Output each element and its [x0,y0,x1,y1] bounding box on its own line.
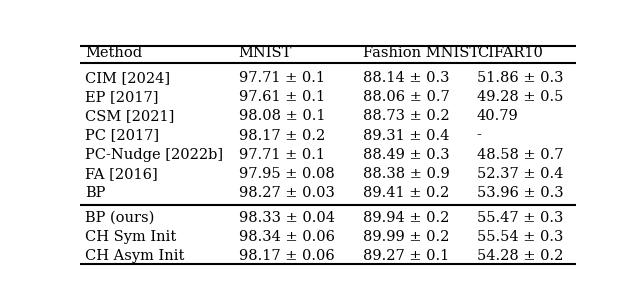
Text: EP [2017]: EP [2017] [85,90,159,104]
Text: 88.14 ± 0.3: 88.14 ± 0.3 [363,71,449,85]
Text: 89.41 ± 0.2: 89.41 ± 0.2 [363,186,449,200]
Text: CIFAR10: CIFAR10 [477,46,543,60]
Text: 88.38 ± 0.9: 88.38 ± 0.9 [363,167,449,181]
Text: 98.27 ± 0.03: 98.27 ± 0.03 [239,186,335,200]
Text: 98.17 ± 0.06: 98.17 ± 0.06 [239,249,335,263]
Text: 97.61 ± 0.1: 97.61 ± 0.1 [239,90,325,104]
Text: 88.49 ± 0.3: 88.49 ± 0.3 [363,148,449,162]
Text: 55.47 ± 0.3: 55.47 ± 0.3 [477,211,563,225]
Text: 89.99 ± 0.2: 89.99 ± 0.2 [363,230,449,244]
Text: PC-Nudge [2022b]: PC-Nudge [2022b] [85,148,223,162]
Text: 55.54 ± 0.3: 55.54 ± 0.3 [477,230,563,244]
Text: Fashion MNIST: Fashion MNIST [363,46,479,60]
Text: 98.17 ± 0.2: 98.17 ± 0.2 [239,129,325,143]
Text: 54.28 ± 0.2: 54.28 ± 0.2 [477,249,563,263]
Text: 88.06 ± 0.7: 88.06 ± 0.7 [363,90,449,104]
Text: FA [2016]: FA [2016] [85,167,157,181]
Text: Method: Method [85,46,142,60]
Text: 98.08 ± 0.1: 98.08 ± 0.1 [239,109,325,123]
Text: 98.33 ± 0.04: 98.33 ± 0.04 [239,211,335,225]
Text: 52.37 ± 0.4: 52.37 ± 0.4 [477,167,563,181]
Text: 48.58 ± 0.7: 48.58 ± 0.7 [477,148,563,162]
Text: 97.71 ± 0.1: 97.71 ± 0.1 [239,148,324,162]
Text: BP: BP [85,186,106,200]
Text: BP (ours): BP (ours) [85,211,154,225]
Text: -: - [477,129,482,143]
Text: 40.79: 40.79 [477,109,518,123]
Text: MNIST: MNIST [239,46,292,60]
Text: CH Sym Init: CH Sym Init [85,230,176,244]
Text: 89.94 ± 0.2: 89.94 ± 0.2 [363,211,449,225]
Text: CSM [2021]: CSM [2021] [85,109,174,123]
Text: 51.86 ± 0.3: 51.86 ± 0.3 [477,71,563,85]
Text: 98.34 ± 0.06: 98.34 ± 0.06 [239,230,335,244]
Text: 88.73 ± 0.2: 88.73 ± 0.2 [363,109,449,123]
Text: 97.95 ± 0.08: 97.95 ± 0.08 [239,167,335,181]
Text: 49.28 ± 0.5: 49.28 ± 0.5 [477,90,563,104]
Text: 89.31 ± 0.4: 89.31 ± 0.4 [363,129,449,143]
Text: 53.96 ± 0.3: 53.96 ± 0.3 [477,186,563,200]
Text: 97.71 ± 0.1: 97.71 ± 0.1 [239,71,324,85]
Text: CH Asym Init: CH Asym Init [85,249,184,263]
Text: 89.27 ± 0.1: 89.27 ± 0.1 [363,249,449,263]
Text: PC [2017]: PC [2017] [85,129,159,143]
Text: CIM [2024]: CIM [2024] [85,71,170,85]
